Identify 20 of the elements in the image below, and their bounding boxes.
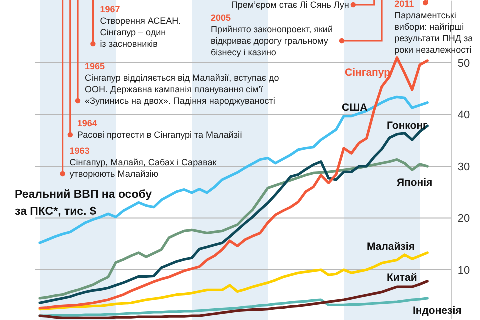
series-label: Малайзія — [367, 241, 415, 253]
y-axis-title: Реальний ВВП на особу за ПКС*, тис. $ — [15, 189, 153, 218]
annotation: 2005 Прийнято законопроект, який відкриває дорогу гральному бізнесу і казино — [211, 13, 333, 58]
annotation: 1963 Сінгапур, Малайя, Сабах і Саравак утворюють Малайзію — [70, 146, 217, 179]
series-label: Індонезія — [413, 305, 462, 317]
y-tick-label: 40 — [458, 110, 470, 122]
y-tick-label: 20 — [458, 213, 470, 226]
annotation: Прем’єром стає Лі Сянь Лун — [231, 0, 350, 10]
series-label: США — [342, 102, 368, 114]
y-tick-label: 30 — [458, 161, 470, 174]
series-label: Китай — [387, 272, 418, 284]
series-label: Сінгапур — [345, 67, 391, 79]
annotation: 1967 Створення АСЕАН. Сінгапур – один із засновників — [100, 4, 182, 49]
series-label: Гонконг — [387, 120, 428, 132]
annotation: 2011 Парламентські вибори: найгірші результати ПНД за роки незалежності — [394, 0, 474, 55]
annotation: 1965 Сінгапур відділяється від Малайзії, вступає до ООН. Державна кампанія планування сім’ї «Зупинись на двох». Падіння народжуваності — [85, 62, 280, 106]
y-tick-label: 50 — [458, 58, 470, 70]
series-label: Японія — [397, 177, 433, 189]
y-tick-label: 10 — [458, 264, 470, 277]
annotation: 1964 Расові протести в Сінгапурі та Малайзії — [77, 118, 244, 140]
